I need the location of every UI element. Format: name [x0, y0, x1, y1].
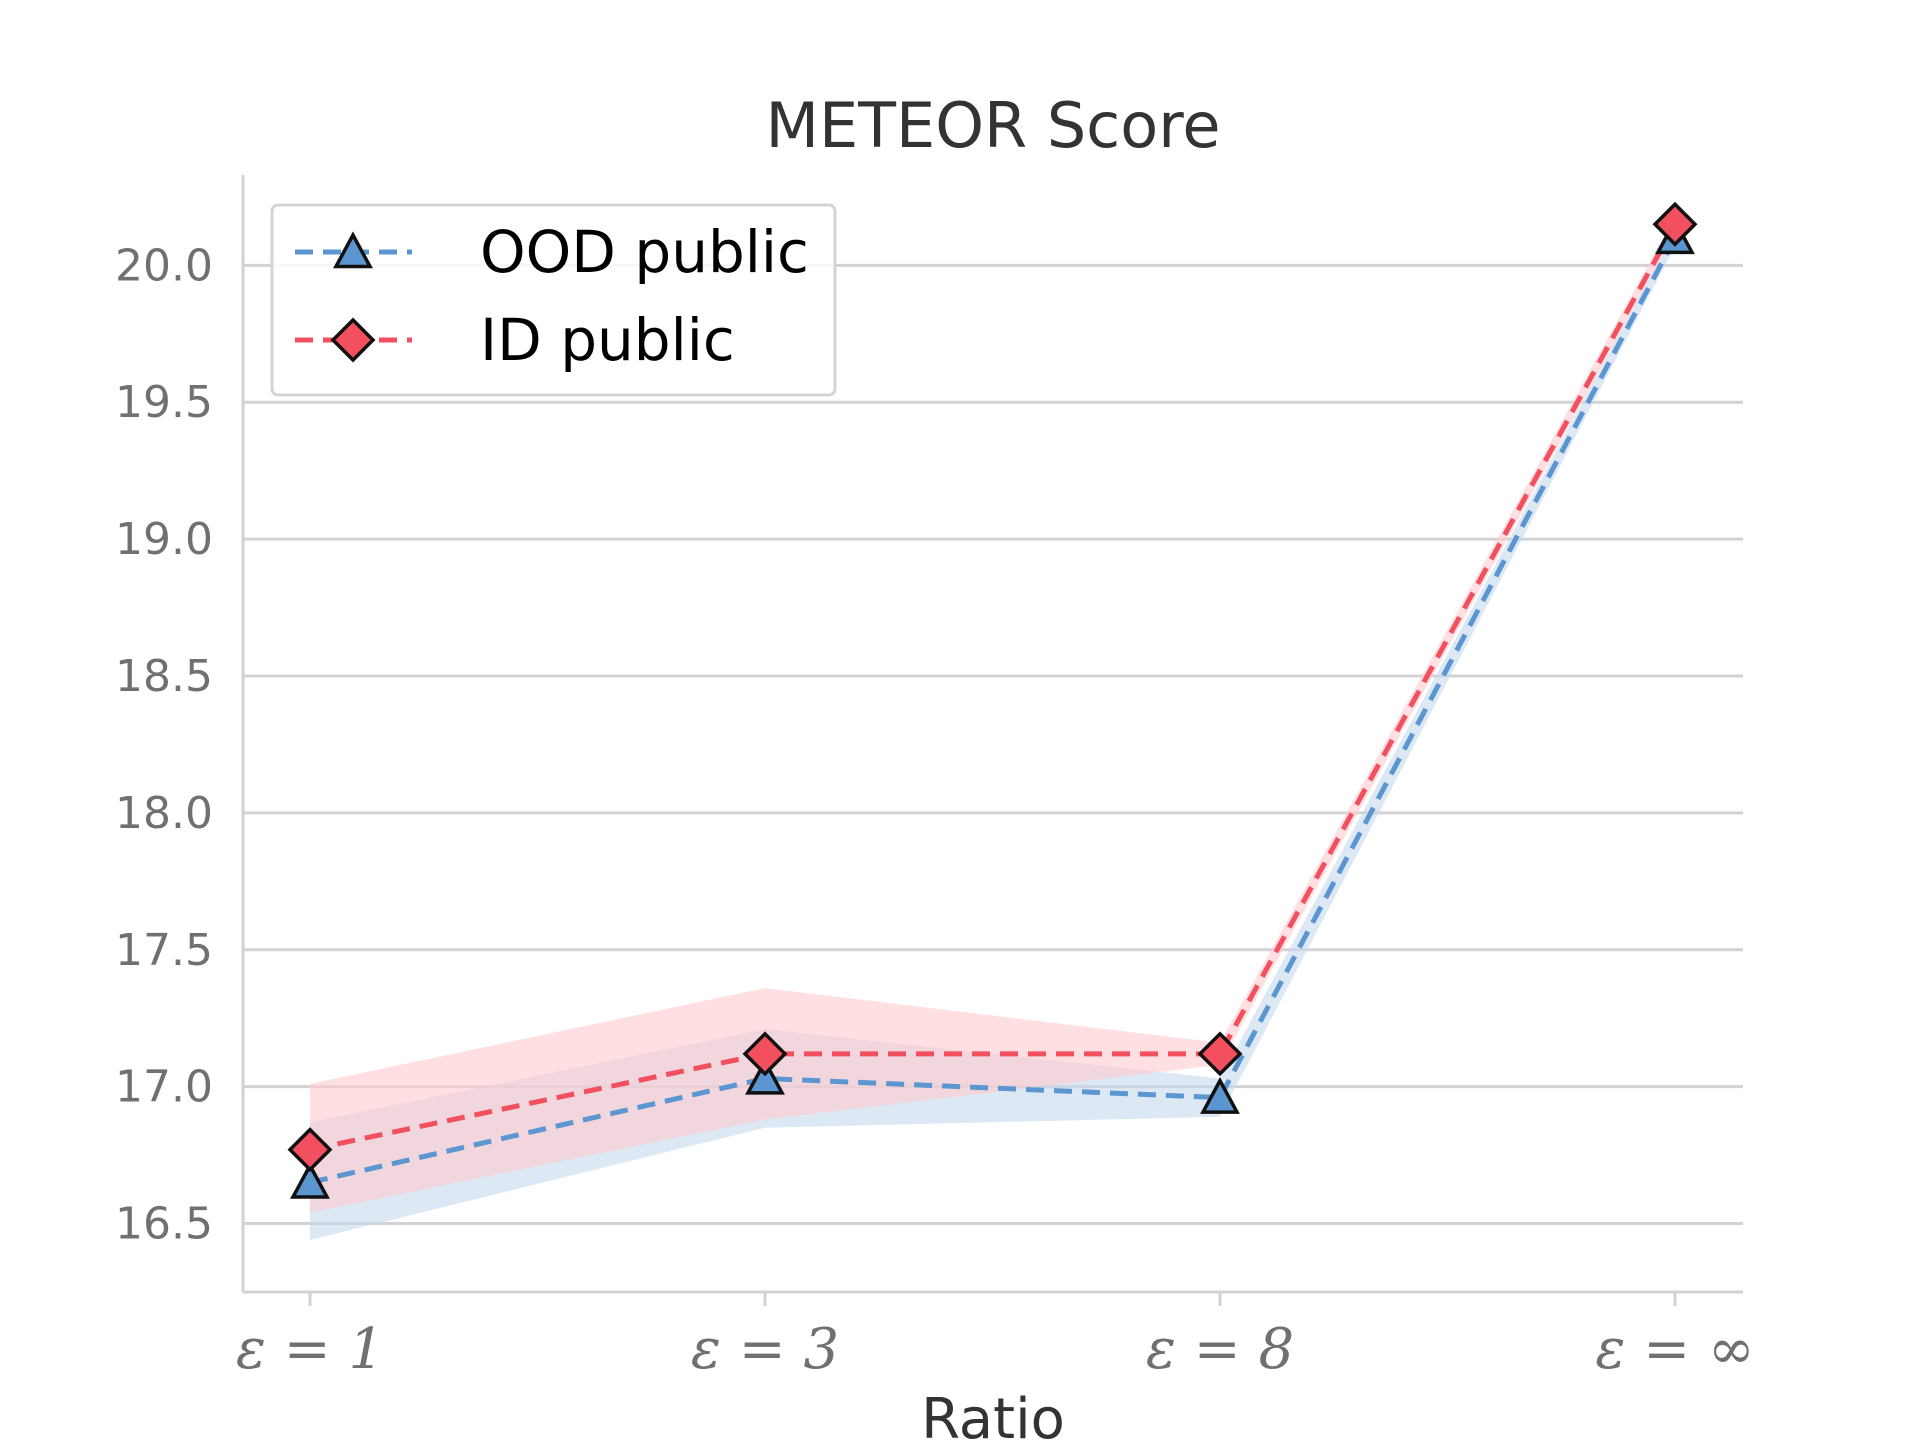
chart-title: METEOR Score: [766, 89, 1221, 162]
legend: OOD public ID public: [272, 205, 835, 395]
y-tick-label: 16.5: [115, 1199, 213, 1250]
y-tick-label: 19.5: [115, 377, 213, 428]
x-axis-label: Ratio: [921, 1387, 1065, 1440]
x-tick-label: ε = ∞: [1595, 1317, 1754, 1382]
y-tick-label: 17.0: [115, 1062, 213, 1113]
x-tick-label: ε = 8: [1146, 1317, 1294, 1382]
y-tick-label: 19.0: [115, 514, 213, 565]
y-tick-label: 20.0: [115, 240, 213, 291]
x-tick-label: ε = 3: [691, 1317, 839, 1382]
legend-label: ID public: [480, 306, 735, 374]
y-tick-label: 18.5: [115, 651, 213, 702]
y-tick-label: 18.0: [115, 788, 213, 839]
legend-label: OOD public: [480, 218, 809, 286]
y-tick-label: 17.5: [115, 925, 213, 976]
x-tick-label: ε = 1: [236, 1317, 384, 1382]
data-point-id-public: [1655, 204, 1695, 244]
